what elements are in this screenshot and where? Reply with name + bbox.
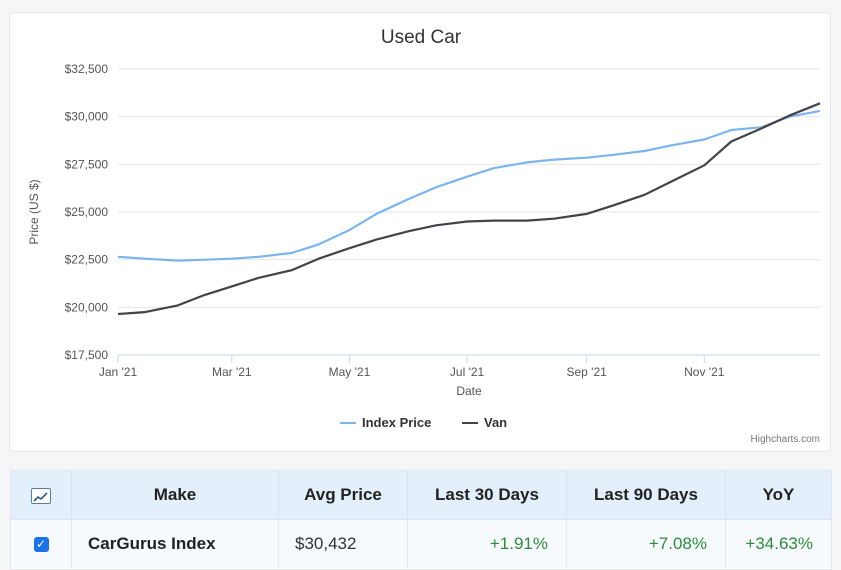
x-tick-label: Jan '21 [99,365,138,379]
chart-panel: Used Car $17,500 $20,000 $22,500 $25,000 $27,… [9,12,831,452]
series-line-index-price [117,109,821,262]
row-avg-price: $30,432 [278,519,408,568]
y-tick-label: $22,500 [65,253,109,267]
x-tick-label: Nov '21 [684,365,725,379]
x-tick-label: Mar '21 [212,365,252,379]
row-last-30-days: +1.91% [407,519,567,568]
index-table-panel: Make Avg Price Last 30 Days Last 90 Days… [10,470,832,570]
price-chart: Used Car $17,500 $20,000 $22,500 $25,000 $27,… [27,27,821,430]
header-avg-price[interactable]: Avg Price [278,471,408,520]
y-tick-label: $27,500 [65,157,109,171]
header-yoy[interactable]: YoY [725,471,831,520]
y-tick-label: $17,500 [65,348,109,362]
row-make: CarGurus Index [71,519,279,568]
checkbox-checked-icon[interactable]: ✓ [33,537,49,553]
header-last-90-days[interactable]: Last 90 Days [566,471,726,520]
y-tick-label: $30,000 [65,110,109,124]
table-row: ✓ CarGurus Index $30,432 +1.91% +7.08% +… [11,519,831,568]
y-axis-title: Price (US $) [27,179,41,244]
table-header-row: Make Avg Price Last 30 Days Last 90 Days… [11,471,831,520]
x-tick-label: May '21 [329,365,371,379]
row-last-90-days: +7.08% [566,519,726,568]
legend-item[interactable]: Van [484,415,507,430]
chart-title: Used Car [381,27,462,48]
series-line-van [117,102,821,316]
x-tick-label: Jul '21 [450,365,485,379]
highcharts-credits[interactable]: Highcharts.com [750,434,820,445]
header-last-30-days[interactable]: Last 30 Days [407,471,567,520]
header-make[interactable]: Make [71,471,279,520]
x-tick-label: Sep '21 [566,365,607,379]
y-tick-label: $25,000 [65,205,109,219]
y-tick-label: $20,000 [65,300,109,314]
chart-toggle-header[interactable] [11,471,72,520]
legend-item[interactable]: Index Price [362,415,431,430]
x-axis-title: Date [456,384,482,398]
y-tick-label: $32,500 [65,62,109,76]
index-table: Make Avg Price Last 30 Days Last 90 Days… [11,471,831,568]
line-chart-icon[interactable] [31,487,51,504]
row-select-cell[interactable]: ✓ [11,519,72,568]
row-yoy: +34.63% [725,519,831,568]
